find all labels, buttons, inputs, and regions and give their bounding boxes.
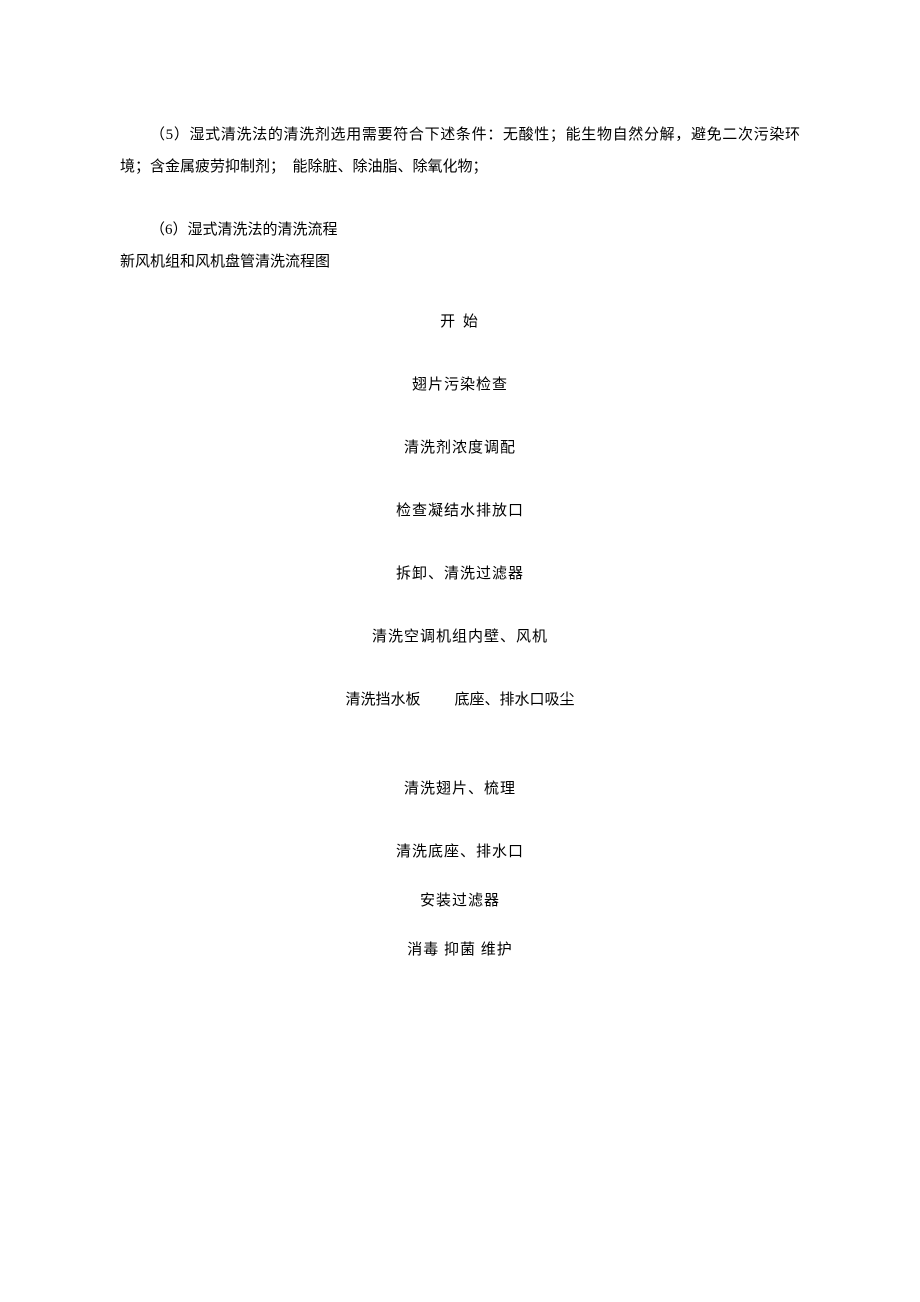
flowchart-split-left: 清洗挡水板	[345, 688, 420, 709]
flowchart-step: 翅片污染检查	[120, 373, 800, 394]
flowchart-step: 清洗空调机组内壁、风机	[120, 625, 800, 646]
spacer	[120, 183, 800, 215]
flowchart-start: 开 始	[120, 310, 800, 331]
flowchart-step: 检查凝结水排放口	[120, 499, 800, 520]
flowchart-step: 清洗翅片、梳理	[120, 777, 800, 798]
flowchart-step: 安装过滤器	[120, 889, 800, 910]
paragraph-5: （5）湿式清洗法的清洗剂选用需要符合下述条件：无酸性；能生物自然分解，避免二次污…	[120, 120, 800, 183]
flowchart-subtitle: 新风机组和风机盘管清洗流程图	[120, 247, 800, 279]
flowchart-split-right: 底座、排水口吸尘	[455, 688, 575, 709]
flowchart-step: 清洗剂浓度调配	[120, 436, 800, 457]
spacer	[120, 278, 800, 310]
paragraph-6: （6）湿式清洗法的清洗流程	[120, 215, 800, 247]
flowchart-step: 消毒 抑菌 维护	[120, 938, 800, 959]
flowchart-step: 清洗底座、排水口	[120, 840, 800, 861]
flowchart-split-step: 清洗挡水板 底座、排水口吸尘	[120, 688, 800, 709]
flowchart-step: 拆卸、清洗过滤器	[120, 562, 800, 583]
